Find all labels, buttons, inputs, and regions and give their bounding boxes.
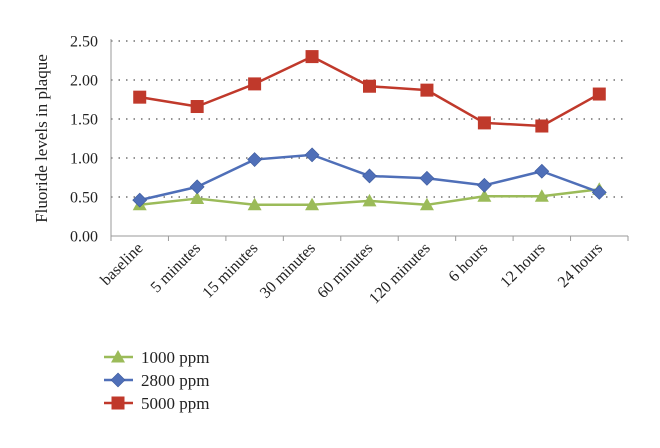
data-point <box>419 170 435 186</box>
data-point <box>477 116 491 130</box>
data-point <box>476 177 492 193</box>
legend-item: 2800 ppm <box>104 371 209 390</box>
data-point <box>591 184 607 200</box>
legend-label: 1000 ppm <box>141 348 209 367</box>
y-tick-label: 2.50 <box>70 34 98 51</box>
data-point <box>362 168 377 184</box>
data-point <box>592 87 606 101</box>
data-point <box>420 83 434 97</box>
y-tick-label: 1.00 <box>70 151 98 168</box>
y-tick-label: 0.00 <box>70 229 98 246</box>
y-tick-labels: 0.00 0.50 1.00 1.50 2.00 2.50 <box>70 34 98 246</box>
data-point <box>534 163 550 179</box>
legend-marker <box>110 372 126 388</box>
axes <box>110 39 629 241</box>
y-tick-label: 2.00 <box>70 73 98 90</box>
data-point <box>247 197 262 211</box>
data-point <box>535 119 549 133</box>
legend-label: 5000 ppm <box>141 394 209 413</box>
data-point <box>477 189 492 202</box>
data-point <box>304 147 320 163</box>
legend: 1000 ppm 2800 ppm 5000 ppm <box>104 348 209 413</box>
legend-marker <box>111 350 125 363</box>
x-tick-label: baseline <box>97 240 146 289</box>
series-2800-ppm <box>132 147 607 208</box>
data-point <box>190 100 204 114</box>
legend-marker <box>111 396 125 410</box>
data-point <box>190 191 205 205</box>
legend-item: 5000 ppm <box>104 394 209 413</box>
data-point <box>363 79 376 93</box>
x-tick-label: 120 minutes <box>366 240 434 308</box>
y-axis-label: Fluoride levels in plaque <box>32 54 51 223</box>
series <box>132 50 607 211</box>
x-tick-label: 24 hours <box>555 240 606 291</box>
y-tick-label: 1.50 <box>70 112 98 129</box>
x-tick-label: 15 minutes <box>199 240 261 302</box>
x-tick-label: 12 hours <box>497 240 548 291</box>
x-tick-label: 5 minutes <box>148 240 204 296</box>
data-point <box>534 189 549 202</box>
data-point <box>248 77 262 91</box>
data-point <box>362 193 377 207</box>
data-point <box>133 90 147 104</box>
data-point <box>189 179 205 195</box>
data-point <box>132 192 148 208</box>
series-5000-ppm <box>133 50 606 133</box>
data-point <box>247 152 263 167</box>
legend-label: 2800 ppm <box>141 371 209 390</box>
legend-item: 1000 ppm <box>104 348 209 367</box>
data-point <box>305 197 320 211</box>
data-point <box>305 50 319 64</box>
data-point <box>419 197 434 211</box>
x-tick-label: 30 minutes <box>257 240 319 302</box>
x-tick-label: 60 minutes <box>314 240 376 302</box>
x-tick-label: 6 hours <box>446 240 492 286</box>
y-tick-label: 0.50 <box>70 190 98 207</box>
